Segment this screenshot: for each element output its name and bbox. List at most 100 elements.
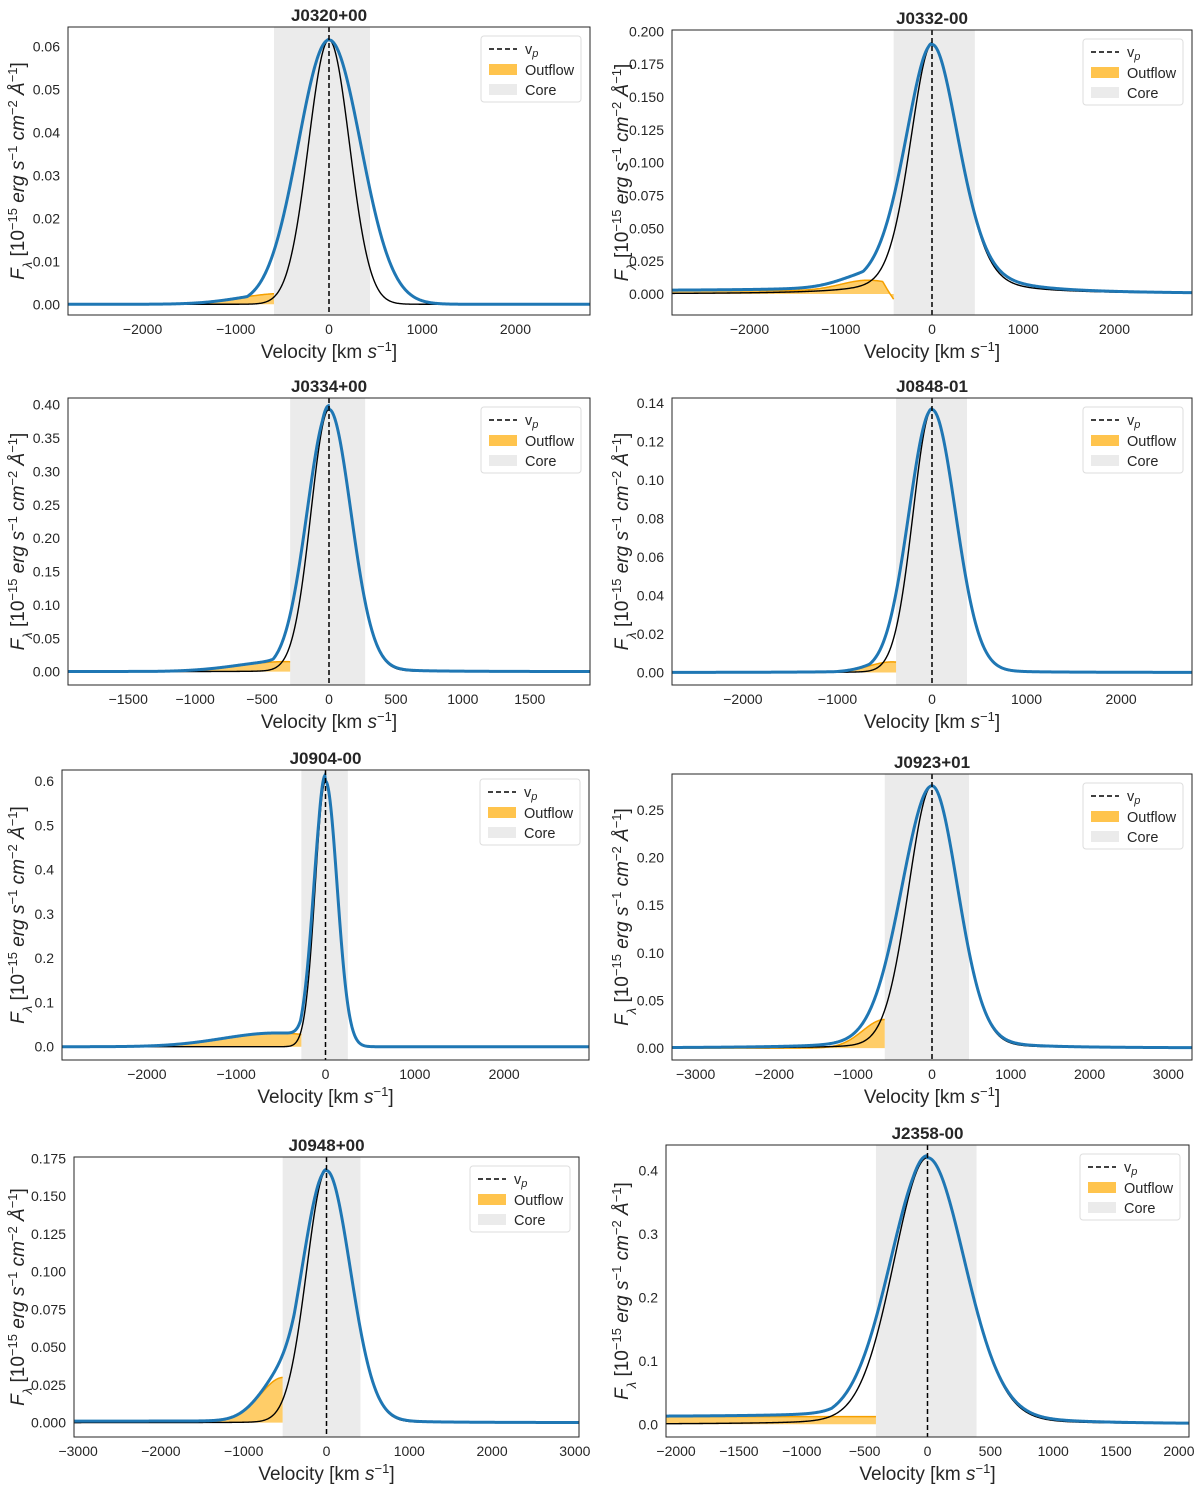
legend-core-swatch — [1091, 831, 1119, 842]
y-tick-label: 0.175 — [629, 56, 664, 72]
y-tick-label: 0.4 — [35, 862, 55, 878]
y-tick-label: 0.3 — [35, 906, 55, 922]
y-tick-label: 0.25 — [33, 497, 60, 513]
panel-title: J2358-00 — [892, 1124, 964, 1143]
legend-outflow-swatch — [488, 807, 516, 818]
legend-outflow-label: Outflow — [525, 434, 575, 450]
core-band — [274, 27, 371, 315]
y-tick-label: 0.00 — [33, 664, 60, 680]
outflow-fill — [68, 661, 291, 672]
x-axis-label: Velocity [km s−1] — [864, 1084, 1000, 1109]
panel-j0904-00: −2000 −1000 0 1000 2000 0.0 0.1 0.2 0.3 0.4 0.5 0.6… — [5, 749, 590, 1108]
y-tick-label: 0.02 — [33, 210, 60, 226]
y-tick-label: 0.150 — [31, 1188, 66, 1204]
x-tick-label: −500 — [246, 691, 278, 707]
legend-vp-label: vp — [514, 1172, 527, 1190]
x-tick-label: −1500 — [109, 691, 149, 707]
plot-area — [68, 27, 590, 315]
y-tick-label: 0.00 — [33, 296, 60, 312]
x-tick-label: 1000 — [1038, 1443, 1069, 1459]
outflow-fill — [672, 661, 897, 673]
x-tick-label: −2000 — [127, 1066, 167, 1082]
panel-title: J0334+00 — [291, 377, 367, 396]
legend-vp-label: vp — [1124, 1160, 1137, 1178]
y-tick-label: 0.00 — [637, 1040, 664, 1056]
x-tick-label: 0 — [924, 1443, 932, 1459]
legend-core-swatch — [489, 455, 517, 466]
y-tick-label: 0.06 — [637, 549, 664, 565]
y-tick-label: 0.025 — [31, 1377, 66, 1393]
x-tick-label: 2000 — [1099, 321, 1130, 337]
x-tick-label: 3000 — [1153, 1066, 1184, 1082]
y-tick-label: 0.04 — [33, 124, 60, 140]
y-tick-label: 0.14 — [637, 395, 664, 411]
y-tick-label: 0.10 — [637, 945, 664, 961]
y-tick-label: 0.0 — [35, 1039, 55, 1055]
y-axis-label: Fλ [10−15 erg s−1 cm−2 Å−1] — [609, 433, 639, 651]
x-tick-label: −500 — [849, 1443, 881, 1459]
y-tick-label: 0.10 — [637, 472, 664, 488]
x-tick-label: −3000 — [58, 1443, 98, 1459]
y-axis-label: Fλ [10−15 erg s−1 cm−2 Å−1] — [5, 806, 35, 1024]
legend-outflow-swatch — [489, 64, 517, 75]
y-tick-label: 0.12 — [637, 433, 664, 449]
x-axis-label: Velocity [km s−1] — [257, 1084, 393, 1109]
legend-core-swatch — [489, 84, 517, 95]
total-profile-line — [74, 1167, 579, 1424]
y-tick-label: 0.30 — [33, 463, 60, 479]
y-tick-label: 0.200 — [629, 23, 664, 39]
x-tick-label: 0 — [928, 321, 936, 337]
axes-frame — [671, 29, 1193, 316]
y-tick-label: 0.03 — [33, 167, 60, 183]
y-tick-label: 0.06 — [33, 38, 60, 54]
x-axis-label: Velocity [km s−1] — [859, 1461, 995, 1486]
y-tick-label: 0.05 — [637, 992, 664, 1008]
panel-title: J0948+00 — [288, 1136, 364, 1155]
x-tick-label: 0 — [928, 691, 936, 707]
x-axis-label: Velocity [km s−1] — [261, 339, 397, 364]
x-tick-label: −1000 — [217, 1066, 257, 1082]
x-tick-label: 1500 — [514, 691, 545, 707]
x-tick-label: −1000 — [821, 321, 861, 337]
legend: vp Outflow Core — [1082, 38, 1184, 106]
legend-vp-label: vp — [525, 42, 538, 60]
x-axis-label: Velocity [km s−1] — [261, 709, 397, 734]
x-tick-label: 2000 — [1163, 1443, 1194, 1459]
legend-core-swatch — [1091, 455, 1119, 466]
panel-j2358-00: −2000 −1500 −1000 −500 0 500 1000 1500 2000 0.0 0.… — [609, 1124, 1195, 1485]
panel-j0334+00: −1500 −1000 −500 0 500 1000 1500 0.00 0.05 0.10 0.… — [5, 377, 591, 733]
y-tick-label: 0.4 — [639, 1162, 659, 1178]
x-axis-label: Velocity [km s−1] — [864, 709, 1000, 734]
y-tick-label: 0.25 — [637, 802, 664, 818]
y-tick-label: 0.3 — [639, 1226, 659, 1242]
x-tick-label: 500 — [979, 1443, 1003, 1459]
x-tick-label: −2000 — [656, 1443, 696, 1459]
x-tick-label: 2000 — [476, 1443, 507, 1459]
x-tick-label: 2000 — [500, 321, 531, 337]
y-tick-label: 0.15 — [33, 564, 60, 580]
y-tick-label: 0.20 — [637, 849, 664, 865]
x-tick-label: 1000 — [394, 1443, 425, 1459]
plot-area — [666, 1145, 1189, 1437]
core-band — [282, 1157, 361, 1437]
legend-core-swatch — [1088, 1202, 1116, 1213]
legend-core-label: Core — [514, 1213, 545, 1229]
x-tick-label: 0 — [928, 1066, 936, 1082]
y-tick-label: 0.125 — [31, 1226, 66, 1242]
x-tick-label: 1000 — [995, 1066, 1026, 1082]
legend: vp Outflow Core — [479, 778, 581, 846]
panel-title: J0320+00 — [291, 6, 367, 25]
legend-core-label: Core — [525, 83, 556, 99]
legend-outflow-swatch — [1091, 67, 1119, 78]
y-tick-label: 0.100 — [31, 1264, 66, 1280]
total-profile-line — [672, 41, 1192, 295]
legend-outflow-swatch — [1091, 435, 1119, 446]
y-tick-label: 0.08 — [637, 510, 664, 526]
legend: vp Outflow Core — [480, 35, 582, 103]
core-band — [896, 398, 967, 685]
x-tick-label: 1000 — [407, 321, 438, 337]
panel-title: J0848-01 — [896, 377, 968, 396]
panel-j0332-00: −2000 −1000 0 1000 2000 0.000 0.025 0.050 0.075 0… — [609, 9, 1193, 363]
legend-core-label: Core — [1127, 830, 1158, 846]
